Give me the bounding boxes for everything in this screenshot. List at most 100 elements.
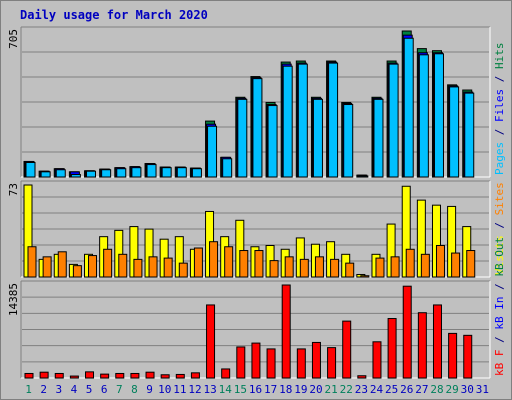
chart-title: Daily usage for March 2020	[20, 8, 208, 22]
legend-visits: Visits	[493, 235, 506, 275]
x-tick-label: 25	[385, 383, 398, 396]
legend-3: kB F / kB In / kB Out	[493, 237, 506, 376]
bar-kb-f	[85, 371, 95, 379]
y-max-label-2: 73	[7, 183, 20, 196]
bar-sites	[72, 265, 82, 278]
x-tick-label: 10	[158, 383, 171, 396]
x-tick-label: 27	[415, 383, 428, 396]
legend-kbin: kB In	[493, 297, 506, 330]
bar-sites	[314, 256, 324, 278]
bar-sites	[435, 244, 445, 278]
bar-pages	[312, 98, 323, 178]
bar-sites	[405, 248, 415, 278]
bar-kb-f	[130, 372, 140, 379]
legend-separator: /	[493, 122, 506, 142]
bar-sites	[88, 255, 98, 278]
legend-separator: /	[493, 330, 506, 350]
x-tick-label: 29	[446, 383, 459, 396]
x-tick-label: 18	[279, 383, 292, 396]
bar-kb-f	[357, 375, 367, 379]
bar-pages	[252, 78, 263, 178]
x-tick-label: 23	[355, 383, 368, 396]
bar-kb-f	[402, 285, 412, 379]
x-tick-label: 7	[116, 383, 123, 396]
legend-1: Pages / Files / Hits	[493, 43, 506, 176]
bar-sites	[193, 247, 203, 278]
bar-sites	[27, 246, 37, 278]
x-tick-label: 19	[294, 383, 307, 396]
bar-kb-f	[221, 368, 231, 379]
x-tick-label: 3	[56, 383, 63, 396]
bar-kb-f	[387, 318, 397, 379]
x-tick-label: 14	[219, 383, 233, 396]
bar-kb-f	[145, 371, 155, 379]
bar-kb-f	[190, 372, 200, 379]
legend-hits: Hits	[493, 43, 506, 70]
bar-pages	[237, 98, 248, 178]
legend-kbf: kB F	[493, 350, 506, 377]
legend-separator: /	[493, 277, 506, 297]
x-tick-label: 30	[461, 383, 474, 396]
bar-pages	[222, 158, 233, 178]
legend-kbout: kB Out	[493, 237, 506, 277]
bar-pages	[267, 105, 278, 178]
bar-pages	[70, 174, 81, 178]
bar-pages	[297, 63, 308, 178]
x-tick-label: 31	[476, 383, 489, 396]
bar-pages	[373, 98, 384, 178]
bar-sites	[178, 262, 188, 278]
x-tick-label: 9	[146, 383, 153, 396]
bar-pages	[55, 169, 66, 178]
bar-pages	[418, 54, 429, 178]
bar-pages	[464, 92, 475, 178]
x-tick-label: 20	[309, 383, 322, 396]
bar-kb-f	[160, 374, 170, 379]
bar-sites	[330, 258, 340, 278]
bar-kb-f	[432, 304, 442, 379]
bar-kb-f	[372, 341, 382, 379]
bar-kb-f	[39, 371, 49, 379]
x-tick-label: 22	[340, 383, 353, 396]
bar-kb-f	[296, 348, 306, 379]
bar-kb-f	[100, 373, 110, 379]
x-tick-label: 4	[71, 383, 78, 396]
bar-pages	[86, 170, 97, 178]
bar-kb-f	[266, 348, 276, 379]
legend-pages: Pages	[493, 142, 506, 175]
bar-sites	[390, 256, 400, 278]
bar-sites	[103, 248, 113, 278]
bar-kb-f	[448, 332, 458, 379]
bar-kb-f	[175, 373, 185, 379]
legend-sites: Sites	[493, 182, 506, 215]
bar-sites	[133, 258, 143, 278]
bar-pages	[207, 125, 218, 178]
bar-sites	[466, 250, 476, 278]
bar-kb-f	[24, 372, 34, 379]
bar-sites	[375, 257, 385, 278]
bar-kb-f	[236, 346, 246, 379]
bar-kb-f	[54, 372, 64, 379]
bar-pages	[343, 104, 354, 178]
bar-kb-f	[417, 312, 427, 379]
bar-sites	[118, 253, 128, 278]
x-tick-label: 5	[86, 383, 93, 396]
bar-sites	[42, 256, 52, 278]
bar-kb-f	[463, 334, 473, 379]
bar-pages	[449, 86, 460, 178]
bar-kb-f	[311, 341, 321, 379]
bar-kb-f	[69, 375, 79, 379]
bar-pages	[161, 167, 172, 178]
bar-sites	[239, 250, 249, 278]
bar-kb-f	[251, 342, 261, 379]
bar-pages	[433, 53, 444, 178]
legend-separator: /	[493, 69, 506, 89]
y-max-label-1: 705	[7, 29, 20, 49]
x-tick-label: 26	[400, 383, 413, 396]
bar-kb-f	[342, 320, 352, 379]
bar-pages	[25, 162, 36, 178]
bar-sites	[254, 250, 264, 278]
legend-files: Files	[493, 89, 506, 122]
x-tick-label: 28	[430, 383, 443, 396]
bar-sites	[299, 258, 309, 278]
